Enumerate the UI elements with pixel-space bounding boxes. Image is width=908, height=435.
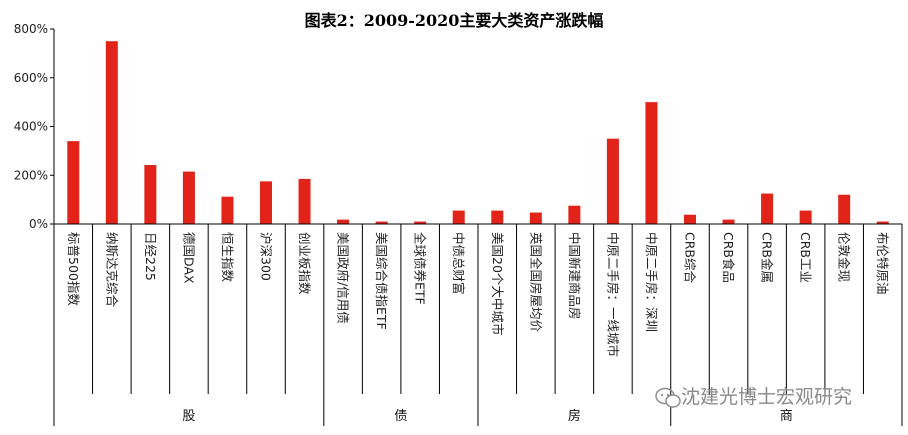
category-groups: 股债房商	[182, 408, 792, 424]
x-tick-label: 英国全国房屋均价	[528, 232, 543, 333]
x-tick-label: CRB工业	[798, 232, 813, 283]
bar	[722, 219, 735, 224]
x-tick-label: 中债总财富	[451, 232, 466, 295]
x-tick-label: 日经225	[143, 232, 158, 281]
group-label: 股	[182, 409, 195, 424]
bar	[491, 210, 504, 224]
x-tick-label: 德国DAX	[181, 232, 196, 284]
bar	[876, 221, 889, 224]
bar	[260, 181, 272, 224]
watermark: 沈建光博士宏观研究	[655, 386, 852, 408]
x-tick-label: 全球债券ETF	[413, 232, 428, 305]
bar	[414, 221, 427, 224]
bar	[452, 210, 465, 224]
x-tick-label: 美国综合债指ETF	[374, 232, 389, 330]
bar	[529, 212, 542, 224]
bar	[684, 214, 696, 224]
y-tick-label: 200%	[14, 168, 48, 182]
x-axis: 标普500指数 纳斯达克综合 日经225 德国DAX 恒生指数 沪深300 创业板指数 美国政…	[53, 223, 903, 426]
bar	[761, 193, 774, 224]
bar	[182, 171, 195, 224]
bar	[337, 219, 350, 224]
wechat-icon	[655, 387, 681, 408]
bar	[105, 41, 118, 224]
bar	[221, 196, 234, 224]
x-tick-label: 沪深300	[259, 232, 274, 281]
x-tick-label: 创业板指数	[297, 232, 312, 295]
bar	[568, 205, 581, 224]
x-tick-label: 中原二手房：一线城市	[605, 232, 620, 357]
x-tick-label: CRB食品	[721, 232, 736, 283]
x-tick-label: 纳斯达克综合	[104, 232, 119, 308]
bars	[67, 41, 889, 224]
x-tick-label: 恒生指数	[220, 232, 235, 283]
bar	[606, 138, 619, 224]
y-tick-label: 800%	[14, 22, 48, 36]
bar	[645, 102, 658, 224]
x-tick-label: CRB综合	[683, 232, 698, 283]
x-tick-label: 中原二手房：深圳	[644, 232, 659, 332]
y-tick-label: 600%	[14, 71, 48, 85]
bar	[144, 165, 157, 224]
bar	[838, 194, 851, 224]
watermark-text: 沈建光博士宏观研究	[681, 386, 852, 408]
bar	[799, 210, 812, 224]
chart-title: 图表2：2009-2020主要大类资产涨跌幅	[305, 11, 604, 30]
y-axis: 0% 200% 400% 600% 800%	[14, 22, 55, 231]
group-label: 债	[394, 409, 407, 424]
bar	[67, 141, 80, 224]
group-label: 商	[780, 409, 793, 424]
x-tick-label: 布伦特原油	[875, 232, 890, 295]
y-tick-label: 0%	[29, 217, 48, 231]
x-tick-label: 美国20个大中城市	[490, 232, 505, 335]
x-tick-label: 中国新建商品房	[567, 232, 582, 320]
x-tick-label: CRB金属	[760, 232, 775, 283]
x-tick-label: 美国政府/信用债	[336, 232, 351, 324]
bar	[375, 221, 388, 224]
x-tick-label: 标普500指数	[66, 232, 81, 306]
group-label: 房	[568, 408, 581, 424]
y-tick-label: 400%	[14, 120, 48, 134]
x-tick-label: 伦敦金现	[837, 232, 852, 282]
bar	[298, 178, 311, 224]
